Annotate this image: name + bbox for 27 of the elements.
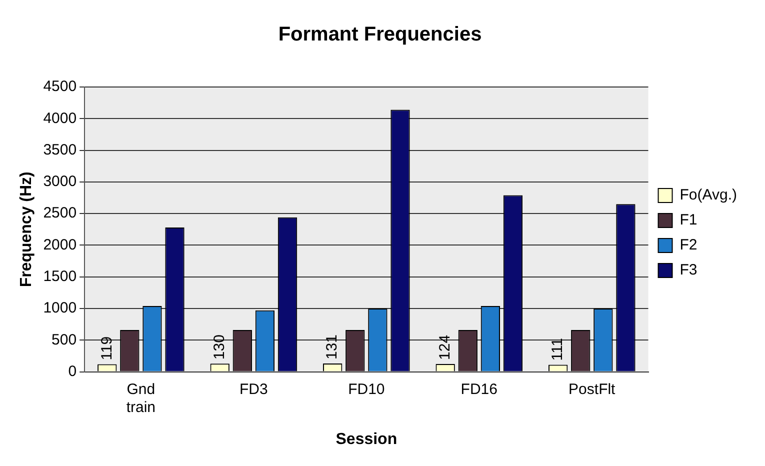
y-tick-label: 500 <box>52 331 77 348</box>
data-label: 124 <box>436 334 454 360</box>
y-tick-label: 4500 <box>43 78 77 96</box>
y-tick-label: 4000 <box>43 110 77 127</box>
y-tick-label: 1500 <box>43 268 77 286</box>
data-label: 130 <box>210 334 228 360</box>
y-axis-title: Frequency (Hz) <box>18 172 36 288</box>
data-label: 119 <box>98 336 116 360</box>
y-tick-label: 0 <box>68 362 77 380</box>
legend-label: F2 <box>680 236 698 254</box>
data-label: 111 <box>549 338 566 361</box>
legend-label: Fo(Avg.) <box>680 186 738 204</box>
x-tick-label: Gnd train <box>126 380 156 416</box>
x-tick-label: FD10 <box>348 380 385 398</box>
y-tick-label: 2500 <box>43 204 77 222</box>
x-tick-label: FD3 <box>240 380 268 398</box>
chart-title: Formant Frequencies <box>278 24 482 46</box>
y-tick-label: 1000 <box>43 300 77 317</box>
x-tick-label: FD16 <box>460 380 498 398</box>
y-tick-label: 3500 <box>43 141 77 158</box>
x-tick-label: PostFlt <box>568 380 616 398</box>
y-tick-label: 3000 <box>43 173 77 190</box>
legend-label: F1 <box>680 212 698 229</box>
legend-label: F3 <box>680 262 698 279</box>
x-axis-title: Session <box>336 430 398 448</box>
y-tick-label: 2000 <box>43 236 77 254</box>
data-label: 131 <box>324 334 341 360</box>
